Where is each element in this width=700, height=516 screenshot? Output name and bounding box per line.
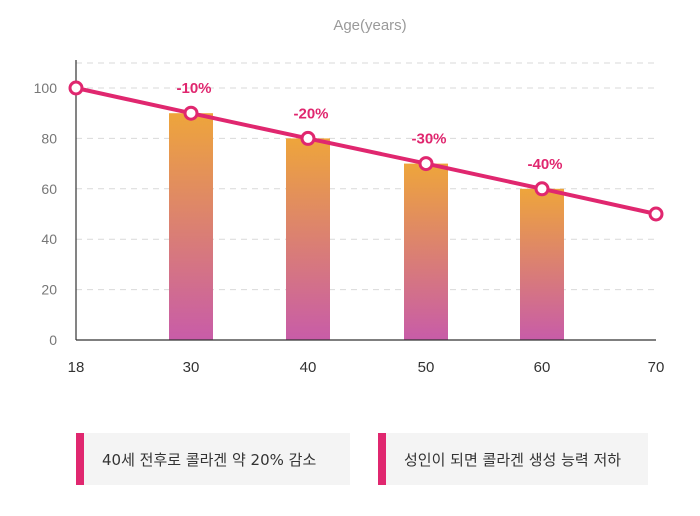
y-tick-label: 80 — [41, 130, 57, 146]
x-tick-label: 18 — [68, 359, 85, 376]
annotation-50: -30% — [411, 131, 446, 148]
y-tick-label: 60 — [41, 181, 57, 197]
annotation-40: -20% — [293, 105, 328, 122]
annotations: -10% -20% -30% -40% — [176, 80, 562, 173]
annotation-30: -10% — [176, 80, 211, 97]
x-tick-label: 30 — [183, 359, 200, 376]
legend-accent-bar — [378, 433, 386, 485]
trend-line — [74, 86, 658, 216]
bar-30 — [169, 113, 213, 340]
annotation-60: -40% — [527, 156, 562, 173]
y-tick-label: 0 — [49, 332, 57, 348]
bars — [169, 113, 564, 340]
point-50 — [418, 156, 434, 172]
legend-item-1: 40세 전후로 콜라겐 약 20% 감소 — [76, 433, 350, 485]
bar-50 — [404, 163, 448, 340]
axes — [75, 60, 656, 341]
x-tick-label: 50 — [418, 359, 435, 376]
legend-item-2: 성인이 되면 콜라겐 생성 능력 저하 — [378, 433, 648, 485]
grid-lines — [76, 62, 656, 291]
legend-text: 40세 전후로 콜라겐 약 20% 감소 — [102, 450, 317, 469]
x-tick-label: 40 — [300, 359, 317, 376]
y-tick-label: 20 — [41, 282, 57, 298]
x-axis-title: Age(years) — [333, 17, 407, 34]
trend-line-path — [74, 86, 658, 216]
point-70 — [648, 206, 664, 222]
tick-labels: 0 20 40 60 80 100 18 30 40 50 60 70 — [34, 80, 665, 376]
y-tick-label: 40 — [41, 231, 57, 247]
collagen-chart: -10% -20% -30% -40% 0 20 40 60 80 100 18 30 40 50 60 7… — [34, 60, 665, 376]
legend-text: 성인이 되면 콜라겐 생성 능력 저하 — [404, 450, 622, 469]
x-tick-label: 70 — [648, 359, 665, 376]
trend-points — [68, 80, 664, 222]
point-30 — [183, 105, 199, 121]
legend-accent-bar — [76, 433, 84, 485]
point-60 — [534, 181, 550, 197]
bar-40 — [286, 138, 330, 340]
point-18 — [68, 80, 84, 96]
point-40 — [300, 130, 316, 146]
x-tick-label: 60 — [534, 359, 551, 376]
y-tick-label: 100 — [34, 80, 58, 96]
bar-60 — [520, 188, 564, 340]
